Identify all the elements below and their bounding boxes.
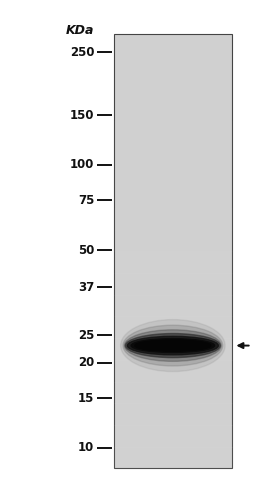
Ellipse shape: [131, 339, 215, 352]
Bar: [114, 142, 232, 164]
Ellipse shape: [135, 340, 211, 351]
Bar: [114, 34, 232, 468]
Bar: [114, 34, 232, 56]
Bar: [114, 403, 232, 425]
Text: 37: 37: [78, 281, 94, 294]
Text: 100: 100: [70, 159, 94, 171]
Text: 50: 50: [78, 244, 94, 257]
Text: 25: 25: [78, 329, 94, 342]
Bar: [114, 360, 232, 382]
Text: KDa: KDa: [66, 24, 94, 37]
Bar: [114, 99, 232, 121]
Bar: [114, 229, 232, 251]
Text: 250: 250: [70, 46, 94, 59]
Ellipse shape: [121, 320, 225, 371]
Bar: [114, 382, 232, 403]
Bar: [114, 186, 232, 208]
Bar: [114, 317, 232, 338]
Text: 150: 150: [70, 108, 94, 122]
Bar: [114, 164, 232, 186]
Text: 10: 10: [78, 442, 94, 454]
Text: 15: 15: [78, 392, 94, 405]
Ellipse shape: [125, 333, 220, 358]
Ellipse shape: [123, 325, 223, 366]
Bar: [114, 251, 232, 273]
Bar: [114, 78, 232, 99]
Bar: [114, 447, 232, 468]
Ellipse shape: [127, 336, 219, 355]
Bar: [114, 425, 232, 447]
Bar: [114, 273, 232, 295]
Bar: [114, 295, 232, 317]
Text: 75: 75: [78, 194, 94, 207]
Ellipse shape: [124, 330, 221, 361]
Bar: [114, 208, 232, 229]
Bar: [114, 121, 232, 142]
Bar: [114, 338, 232, 360]
Bar: [114, 56, 232, 78]
Text: 20: 20: [78, 356, 94, 369]
